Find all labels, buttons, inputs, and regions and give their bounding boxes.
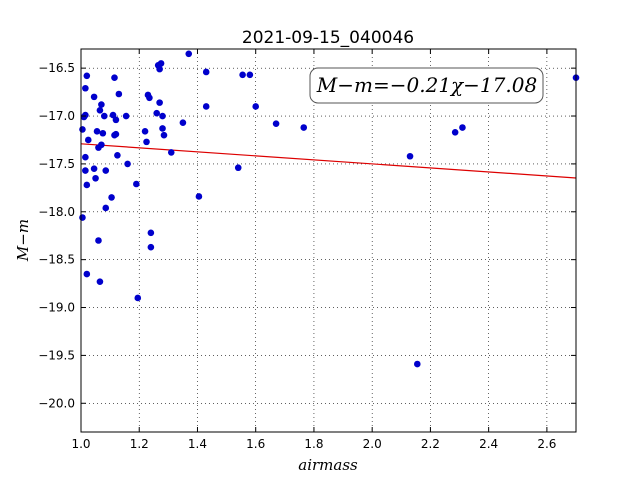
data-point bbox=[195, 193, 203, 200]
fit-line-group bbox=[80, 143, 577, 179]
fit-line bbox=[80, 143, 577, 179]
data-point bbox=[96, 106, 104, 114]
x-tick-label: 2.4 bbox=[479, 437, 498, 451]
data-point bbox=[239, 71, 246, 79]
data-point bbox=[115, 90, 123, 98]
y-tick-label: −17.5 bbox=[38, 157, 75, 171]
x-axis-ticks: 1.0 1.2 1.4 1.6 1.8 2.0 2.2 2.4 2.6 bbox=[71, 49, 556, 451]
data-point bbox=[79, 126, 86, 133]
data-point bbox=[141, 128, 149, 135]
data-point bbox=[272, 120, 280, 127]
data-point bbox=[406, 152, 414, 160]
data-point bbox=[100, 112, 108, 120]
data-point bbox=[114, 151, 121, 159]
data-point bbox=[451, 129, 459, 136]
data-point bbox=[95, 237, 102, 244]
data-point bbox=[83, 72, 91, 80]
x-tick-label: 2.0 bbox=[363, 437, 382, 451]
y-tick-label: −18.5 bbox=[38, 253, 75, 267]
data-point bbox=[112, 116, 120, 124]
data-point bbox=[167, 149, 175, 156]
chart-title: 2021-09-15_040046 bbox=[242, 28, 414, 48]
data-point bbox=[111, 74, 118, 82]
data-point bbox=[459, 124, 466, 131]
data-point bbox=[102, 167, 110, 174]
data-point bbox=[98, 101, 105, 108]
data-point bbox=[82, 153, 89, 161]
data-point bbox=[159, 112, 166, 120]
data-point bbox=[96, 278, 104, 285]
data-point bbox=[82, 167, 89, 174]
data-point bbox=[156, 99, 163, 106]
y-axis-label: M−m bbox=[14, 219, 32, 262]
data-point bbox=[246, 71, 254, 79]
y-tick-label: −20.0 bbox=[38, 396, 75, 410]
y-tick-label: −17.0 bbox=[38, 109, 75, 123]
data-point bbox=[83, 181, 91, 189]
data-point bbox=[84, 136, 92, 144]
x-tick-label: 1.4 bbox=[188, 437, 207, 451]
data-point bbox=[160, 131, 168, 139]
data-point bbox=[147, 243, 155, 251]
data-point bbox=[109, 111, 117, 119]
data-point bbox=[93, 128, 101, 135]
data-point bbox=[202, 68, 210, 76]
data-point bbox=[102, 204, 110, 212]
data-point bbox=[90, 93, 98, 101]
y-tick-label: −19.5 bbox=[38, 348, 75, 362]
data-point bbox=[147, 229, 155, 237]
data-point bbox=[157, 60, 165, 67]
data-point bbox=[300, 124, 308, 131]
data-point bbox=[234, 164, 242, 172]
data-point bbox=[82, 84, 89, 92]
x-tick-label: 1.0 bbox=[71, 437, 90, 451]
data-point bbox=[185, 50, 193, 58]
data-point bbox=[146, 94, 153, 102]
data-point bbox=[134, 294, 142, 302]
data-point bbox=[153, 109, 161, 117]
x-tick-label: 1.8 bbox=[304, 437, 323, 451]
data-point bbox=[124, 160, 131, 168]
data-point bbox=[90, 165, 98, 172]
y-tick-label: −16.5 bbox=[38, 61, 75, 75]
x-axis-label: airmass bbox=[298, 456, 358, 474]
data-point bbox=[108, 194, 115, 201]
data-point bbox=[252, 103, 260, 110]
data-point bbox=[122, 112, 130, 120]
data-points bbox=[79, 50, 580, 368]
data-point bbox=[156, 65, 163, 73]
fit-equation-frame bbox=[309, 67, 544, 104]
data-point bbox=[99, 129, 107, 137]
data-point bbox=[98, 141, 105, 149]
grid-lines bbox=[80, 49, 576, 432]
data-point bbox=[179, 119, 187, 127]
x-tick-label: 2.2 bbox=[421, 437, 440, 451]
data-point bbox=[92, 174, 99, 182]
fit-equation-box: M−m=−0.21χ−17.08 bbox=[309, 67, 544, 104]
data-point bbox=[82, 111, 89, 119]
data-point bbox=[112, 130, 120, 138]
data-point bbox=[202, 103, 210, 110]
x-tick-label: 1.6 bbox=[246, 437, 265, 451]
fit-equation-text: M−m=−0.21χ−17.08 bbox=[316, 73, 537, 97]
y-tick-label: −18.0 bbox=[38, 205, 75, 219]
y-tick-label: −19.0 bbox=[38, 301, 75, 315]
data-point bbox=[414, 360, 421, 368]
x-tick-label: 2.6 bbox=[537, 437, 556, 451]
data-point bbox=[143, 138, 150, 146]
data-point bbox=[83, 270, 91, 278]
y-axis-ticks: −16.5 −17.0 −17.5 −18.0 −18.5 −19.0 −19.5 −20.0 bbox=[38, 61, 576, 410]
plot-area-frame bbox=[80, 48, 577, 433]
data-point bbox=[159, 125, 166, 132]
data-point bbox=[79, 214, 86, 221]
data-point bbox=[133, 180, 140, 188]
x-tick-label: 1.2 bbox=[130, 437, 149, 451]
